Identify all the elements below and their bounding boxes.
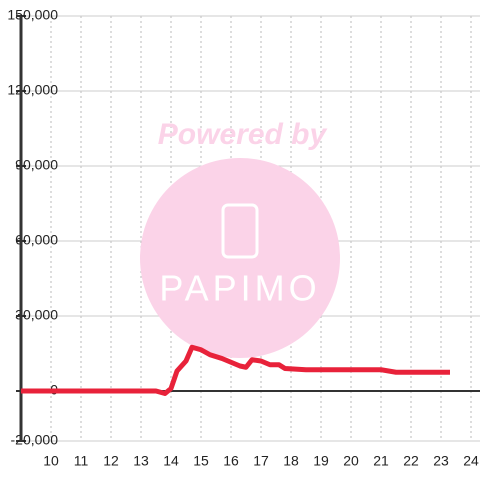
x-tick-label: 15 — [193, 453, 209, 469]
x-tick-label: 17 — [253, 453, 269, 469]
y-tick-label: 120,000 — [7, 82, 58, 98]
y-tick-label: -20,000 — [11, 432, 59, 448]
x-tick-label: 18 — [283, 453, 299, 469]
watermark-logo: PAPIMO — [159, 268, 320, 309]
x-tick-label: 21 — [373, 453, 389, 469]
x-tick-label: 24 — [463, 453, 479, 469]
y-tick-label: 30,000 — [15, 307, 58, 323]
x-tick-label: 10 — [43, 453, 59, 469]
y-tick-label: 150,000 — [7, 7, 58, 23]
x-tick-label: 22 — [403, 453, 419, 469]
x-tick-label: 16 — [223, 453, 239, 469]
x-tick-label: 13 — [133, 453, 149, 469]
y-tick-label: 90,000 — [15, 157, 58, 173]
x-tick-label: 12 — [103, 453, 119, 469]
watermark-text: Powered by — [158, 118, 328, 151]
x-tick-label: 23 — [433, 453, 449, 469]
line — [21, 344, 450, 396]
x-tick-label: 11 — [74, 453, 89, 469]
x-tick-label: 19 — [313, 453, 329, 469]
watermark: Powered by PAPIMO — [140, 118, 340, 358]
x-tick-label: 14 — [163, 453, 179, 469]
y-tick-label: 60,000 — [15, 232, 58, 248]
x-tick-label: 20 — [343, 453, 359, 469]
watermark-phone — [221, 203, 259, 259]
